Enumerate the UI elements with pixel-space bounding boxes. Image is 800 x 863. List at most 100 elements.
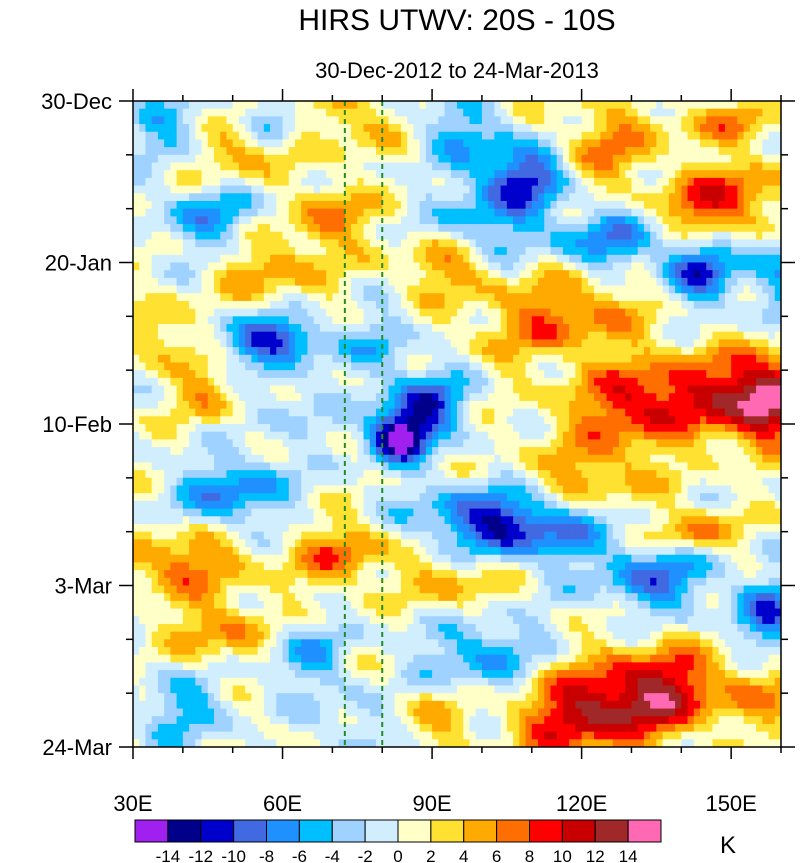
heatmap-cell: [176, 239, 184, 248]
heatmap-cell: [270, 162, 277, 171]
heatmap-cell: [357, 285, 365, 294]
heatmap-cell: [307, 116, 315, 125]
heatmap-cell: [619, 424, 626, 433]
heatmap-cell: [531, 385, 539, 394]
heatmap-cell: [681, 285, 689, 294]
heatmap-cell: [400, 231, 408, 241]
heatmap-cell: [301, 216, 309, 225]
heatmap-cell: [749, 316, 757, 325]
heatmap-cell: [164, 408, 171, 417]
heatmap-cell: [569, 116, 576, 125]
heatmap-cell: [245, 400, 252, 410]
heatmap-cell: [762, 293, 770, 302]
heatmap-cell: [463, 400, 471, 410]
heatmap-cell: [450, 293, 458, 302]
heatmap-cell: [407, 216, 414, 225]
heatmap-cell: [575, 447, 583, 456]
heatmap-cell: [413, 139, 421, 148]
heatmap-cell: [550, 162, 558, 171]
heatmap-cell: [307, 101, 315, 110]
heatmap-cell: [220, 277, 228, 287]
heatmap-cell: [619, 177, 626, 187]
heatmap-cell: [238, 170, 246, 179]
heatmap-cell: [189, 424, 196, 433]
heatmap-cell: [344, 224, 352, 233]
heatmap-cell: [774, 254, 781, 264]
heatmap-cell: [214, 224, 221, 233]
heatmap-cell: [743, 216, 751, 225]
heatmap-cell: [637, 185, 645, 194]
heatmap-cell: [232, 400, 240, 410]
heatmap-cell: [668, 408, 676, 417]
heatmap-cell: [581, 285, 589, 294]
heatmap-cell: [450, 193, 458, 202]
heatmap-cell: [388, 193, 396, 202]
heatmap-cell: [332, 193, 340, 202]
heatmap-cell: [594, 247, 601, 256]
heatmap-cell: [195, 154, 203, 164]
heatmap-cell: [693, 185, 701, 194]
heatmap-cell: [612, 324, 620, 333]
heatmap-cell: [419, 370, 427, 379]
heatmap-cell: [344, 177, 352, 187]
heatmap-cell: [170, 339, 178, 348]
heatmap-cell: [457, 431, 464, 440]
heatmap-cell: [538, 370, 545, 379]
heatmap-cell: [500, 124, 508, 133]
heatmap-cell: [762, 247, 770, 256]
heatmap-cell: [257, 162, 265, 171]
heatmap-cell: [656, 293, 664, 302]
heatmap-cell: [407, 231, 414, 241]
heatmap-cell: [344, 239, 352, 248]
heatmap-cell: [419, 447, 427, 456]
heatmap-cell: [438, 447, 446, 456]
heatmap-cell: [157, 200, 165, 210]
heatmap-cell: [145, 462, 153, 471]
heatmap-cell: [662, 393, 670, 402]
heatmap-cell: [164, 362, 171, 371]
heatmap-cell: [774, 131, 781, 141]
heatmap-cell: [544, 393, 552, 402]
heatmap-cell: [245, 247, 252, 256]
heatmap-cell: [407, 116, 414, 125]
heatmap-cell: [538, 324, 545, 333]
heatmap-cell: [164, 377, 171, 387]
heatmap-cell: [475, 262, 483, 271]
heatmap-cell: [581, 231, 589, 241]
heatmap-cell: [251, 177, 259, 187]
heatmap-cell: [369, 362, 377, 371]
heatmap-cell: [232, 108, 240, 117]
heatmap-cell: [282, 354, 290, 364]
heatmap-cell: [637, 154, 645, 164]
heatmap-cell: [195, 339, 203, 348]
heatmap-cell: [307, 300, 315, 310]
heatmap-cell: [581, 347, 589, 356]
heatmap-cell: [656, 447, 664, 456]
heatmap-cell: [700, 408, 707, 417]
heatmap-cell: [151, 362, 159, 371]
heatmap-cell: [469, 447, 477, 456]
heatmap-cell: [643, 247, 651, 256]
heatmap-cell: [220, 162, 228, 171]
heatmap-cell: [438, 193, 446, 202]
heatmap-cell: [637, 277, 645, 287]
heatmap-cell: [338, 124, 346, 133]
heatmap-cell: [369, 139, 377, 148]
heatmap-cell: [693, 393, 701, 402]
heatmap-cell: [562, 116, 570, 125]
heatmap-cell: [419, 131, 427, 141]
heatmap-cell: [544, 239, 552, 248]
heatmap-cell: [625, 447, 633, 456]
heatmap-cell: [270, 270, 277, 279]
heatmap-cell: [151, 285, 159, 294]
heatmap-cell: [631, 262, 639, 271]
heatmap-cell: [413, 447, 421, 456]
heatmap-cell: [425, 293, 433, 302]
heatmap-cell: [575, 339, 583, 348]
heatmap-cell: [425, 177, 433, 187]
heatmap-cell: [762, 170, 770, 179]
heatmap-cell: [326, 362, 333, 371]
heatmap-cell: [133, 200, 140, 210]
heatmap-cell: [220, 300, 228, 310]
heatmap-cell: [363, 139, 371, 148]
